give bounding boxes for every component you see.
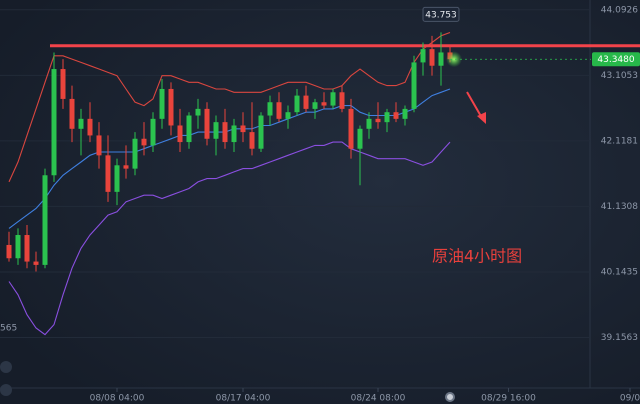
candle-body: [123, 165, 129, 169]
candle-body: [330, 92, 336, 106]
tool-button[interactable]: [0, 361, 12, 373]
candle-body: [78, 118, 84, 129]
candle-body: [114, 165, 120, 192]
x-tick-label: 08/29 16:00: [481, 394, 536, 404]
candle-body: [267, 102, 273, 116]
candle-body: [375, 118, 381, 123]
candle-body: [42, 175, 48, 265]
candle-body: [393, 112, 399, 119]
left-edge-label: 565: [0, 324, 17, 334]
tool-button[interactable]: [0, 384, 12, 396]
candle-body: [429, 49, 435, 66]
annotation-arrowhead: [477, 112, 486, 124]
candle-body: [150, 118, 156, 146]
candle-body: [339, 92, 345, 109]
x-tick-label: 08/17 04:00: [216, 394, 271, 404]
last-price-label: 43.3480: [597, 55, 634, 65]
candle-body: [51, 69, 57, 176]
last-price-box: [592, 52, 640, 67]
candle-body: [168, 88, 174, 126]
candle-body: [186, 115, 192, 143]
scroll-handle[interactable]: [445, 392, 455, 402]
candle-body: [24, 235, 30, 262]
candle-body: [105, 155, 111, 192]
candle-body: [312, 102, 318, 109]
candle-body: [87, 118, 93, 136]
candle-body: [438, 52, 444, 66]
candle-body: [33, 261, 39, 265]
candle-body: [411, 62, 417, 109]
x-tick-label: 08/24 08:00: [351, 394, 406, 404]
candle-body: [96, 135, 102, 156]
candle-body: [258, 115, 264, 149]
candle-body: [276, 102, 282, 119]
candle-body: [132, 138, 138, 169]
y-tick-label: 40.1435: [601, 267, 638, 277]
candle-body: [204, 108, 210, 139]
candle-body: [420, 49, 426, 63]
plot-area: [0, 9, 640, 392]
annotation-arrow: [466, 91, 483, 119]
band-line: [8, 88, 451, 229]
candle-body: [231, 125, 237, 143]
peak-label: 43.753: [425, 10, 457, 20]
candle-body: [303, 95, 309, 109]
band-line: [8, 141, 451, 336]
candle-body: [15, 235, 21, 259]
candle-body: [141, 138, 147, 146]
y-tick-label: 43.1053: [601, 71, 638, 81]
candle-body: [294, 95, 300, 113]
x-tick-label: 08/08 04:00: [90, 394, 145, 404]
x-tick-label: 09/0: [620, 394, 640, 404]
candle-body: [60, 69, 66, 99]
y-tick-label: 44.0926: [601, 5, 638, 15]
candle-body: [69, 98, 75, 129]
candle-body: [402, 108, 408, 119]
band-line: [8, 31, 451, 183]
candle-body: [222, 122, 228, 143]
candle-body: [177, 125, 183, 143]
candle-body: [195, 108, 201, 116]
candle-body: [285, 112, 291, 119]
candle-body: [213, 122, 219, 139]
candle-body: [321, 102, 327, 106]
candle-body: [159, 88, 165, 119]
candle-body: [366, 118, 372, 129]
candle-body: [348, 108, 354, 149]
annotation: 原油4小时图: [432, 247, 522, 266]
last-price-glow: [446, 51, 462, 68]
candle-body: [6, 244, 12, 259]
candle-body: [384, 112, 390, 123]
candle-body: [249, 132, 255, 149]
peak-box: [422, 6, 460, 22]
candle-body: [240, 125, 246, 133]
candle-body: [357, 128, 363, 149]
y-tick-label: 39.1563: [601, 333, 638, 343]
y-tick-label: 41.1308: [601, 202, 638, 212]
y-tick-label: 42.1181: [601, 136, 638, 146]
